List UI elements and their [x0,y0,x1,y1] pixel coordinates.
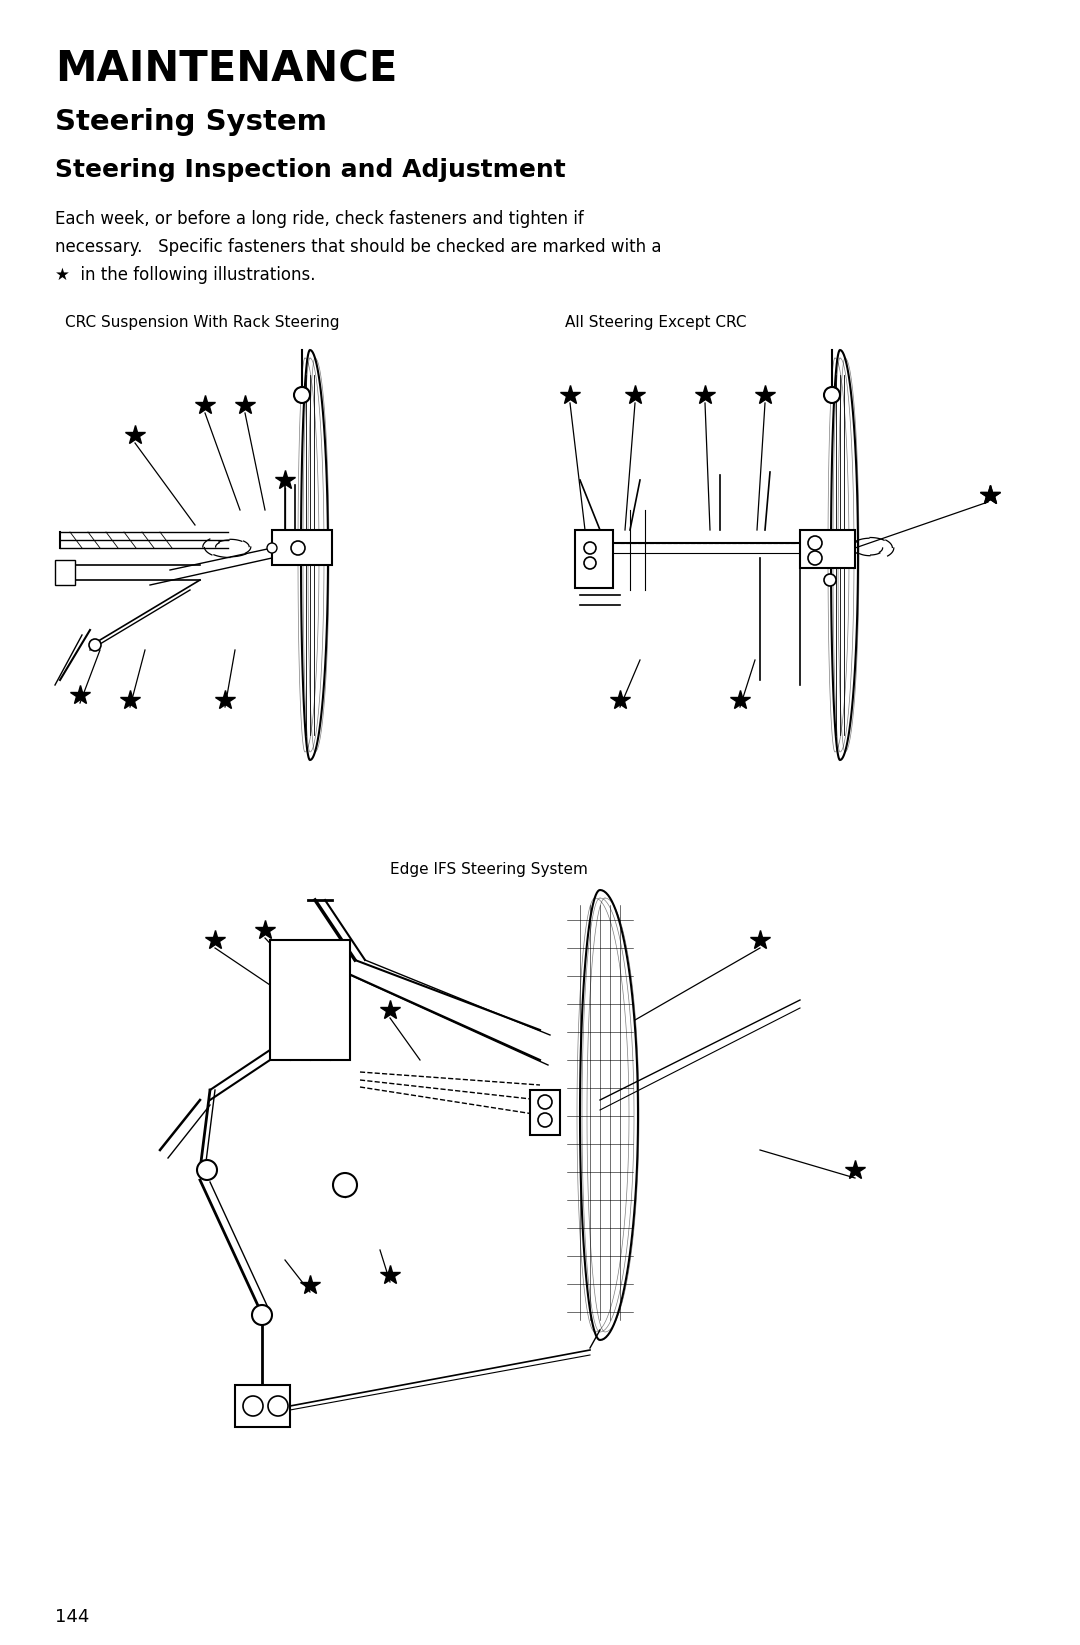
Text: necessary.   Specific fasteners that should be checked are marked with a: necessary. Specific fasteners that shoul… [55,239,661,257]
Circle shape [252,1304,272,1324]
Text: All Steering Except CRC: All Steering Except CRC [565,314,746,331]
Circle shape [243,1397,264,1416]
Circle shape [589,541,600,554]
Text: ★  in the following illustrations.: ★ in the following illustrations. [55,266,315,285]
Circle shape [197,1160,217,1179]
Circle shape [538,1096,552,1109]
Circle shape [584,541,596,554]
Polygon shape [580,890,638,1341]
Bar [530,1091,561,1135]
Circle shape [89,638,102,651]
Bar [270,939,350,1059]
Text: MAINTENANCE: MAINTENANCE [55,48,397,90]
Text: Steering System: Steering System [55,109,327,137]
Text: Steering Inspection and Adjustment: Steering Inspection and Adjustment [55,158,566,183]
Polygon shape [831,350,858,760]
Circle shape [333,1173,357,1198]
Circle shape [267,543,276,553]
Bar [55,559,75,586]
Polygon shape [301,350,328,760]
Circle shape [294,387,310,403]
Text: CRC Suspension With Rack Steering: CRC Suspension With Rack Steering [65,314,339,331]
Bar [575,530,613,587]
Circle shape [824,574,836,586]
Circle shape [538,1114,552,1127]
Circle shape [584,558,596,569]
Circle shape [268,1397,288,1416]
Bar [272,530,332,564]
Bar [235,1385,291,1426]
Text: Edge IFS Steering System: Edge IFS Steering System [390,862,588,877]
Circle shape [808,551,822,564]
Text: 144: 144 [55,1609,90,1625]
Circle shape [808,536,822,549]
Circle shape [291,541,305,554]
Circle shape [824,387,840,403]
Bar [800,530,855,568]
Text: Each week, or before a long ride, check fasteners and tighten if: Each week, or before a long ride, check … [55,211,584,229]
